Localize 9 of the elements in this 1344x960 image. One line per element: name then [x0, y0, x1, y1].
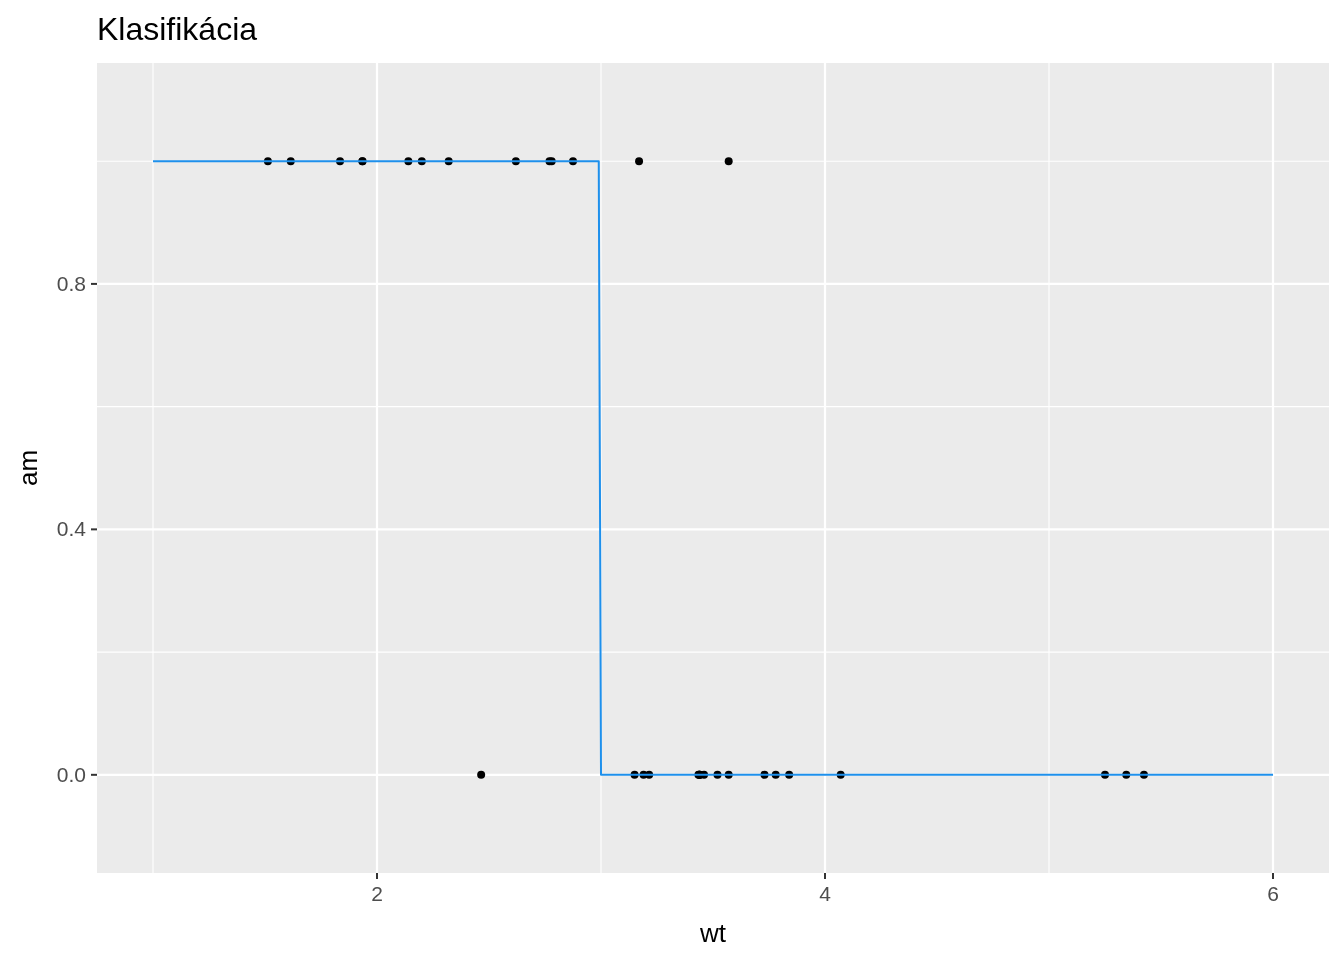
y-tick-label: 0.0 — [56, 762, 86, 786]
y-tick-label: 0.4 — [56, 517, 87, 541]
chart-title: Klasifikácia — [97, 11, 258, 47]
y-tick-label: 0.8 — [56, 271, 86, 295]
x-axis-title: wt — [699, 918, 727, 948]
x-tick-label: 4 — [819, 882, 832, 905]
x-tick-label: 2 — [371, 882, 383, 905]
y-axis-title: am — [13, 449, 43, 487]
x-tick-label: 6 — [1267, 882, 1279, 905]
